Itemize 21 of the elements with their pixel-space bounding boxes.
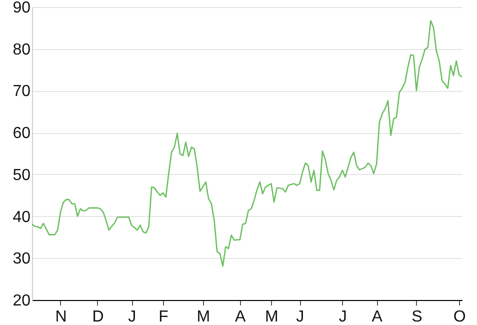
y-tick-label: 50 [12,166,31,184]
x-tick-label: J [128,308,136,325]
x-tick-label: A [372,308,383,325]
x-tick-label: J [296,308,304,325]
y-tick-label: 40 [12,208,31,226]
x-tick-label: F [158,308,169,325]
x-tick-label: M [196,308,210,325]
y-tick-label: 80 [12,41,31,58]
x-tick-label: D [92,308,104,325]
y-tick-label: 20 [12,292,31,310]
y-tick-label: 70 [12,83,31,100]
x-tick-label: M [265,308,278,325]
x-tick-label: A [235,308,246,325]
y-tick-label: 30 [12,250,31,268]
x-tick-label: O [453,308,466,325]
x-tick-label: N [55,308,67,325]
y-tick-label: 90 [12,0,31,16]
y-tick-label: 60 [12,125,31,142]
x-tick-label: S [412,308,422,325]
line-series [31,20,463,267]
x-tick-label: J [338,308,347,325]
